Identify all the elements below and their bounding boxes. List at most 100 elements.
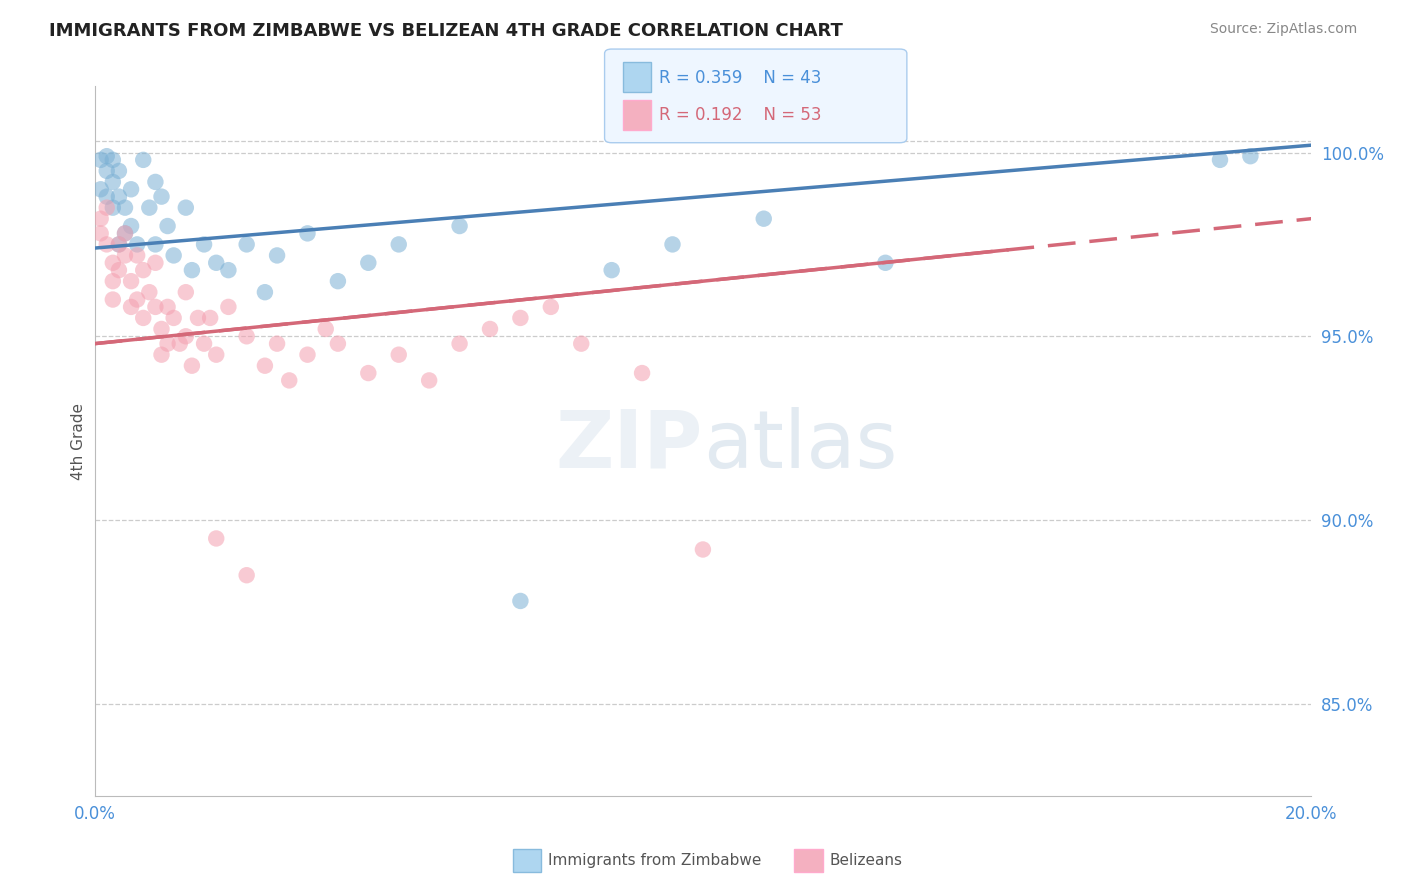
Point [163,248,186,262]
Point [315,322,337,336]
Point [138,201,160,215]
Point [600,263,623,277]
Point [174,329,197,343]
Point [132,310,155,325]
Point [253,359,276,373]
Text: ZIP: ZIP [555,407,703,485]
Point [150,322,173,336]
Point [217,263,239,277]
Point [509,310,531,325]
Point [449,336,471,351]
Text: R = 0.359    N = 43: R = 0.359 N = 43 [659,69,821,87]
Point [180,359,202,373]
Point [235,237,257,252]
Point [326,336,349,351]
Point [180,263,202,277]
Point [235,568,257,582]
Point [120,219,142,233]
Point [90,211,112,226]
Point [1209,153,1232,167]
Point [569,336,592,351]
Point [174,285,197,300]
Point [1239,149,1261,163]
Point [120,300,142,314]
Point [540,300,562,314]
Point [156,219,179,233]
Point [187,310,209,325]
Point [752,211,775,226]
Point [132,153,155,167]
Point [101,201,124,215]
Point [266,336,288,351]
Point [357,366,380,380]
Point [198,310,221,325]
Point [101,256,124,270]
Point [631,366,654,380]
Point [90,153,112,167]
Point [418,373,440,387]
Point [101,293,124,307]
Point [138,285,160,300]
Point [253,285,276,300]
Point [205,256,228,270]
Point [357,256,380,270]
Point [101,274,124,288]
Point [90,182,112,196]
Point [96,201,118,215]
Point [205,348,228,362]
Point [326,274,349,288]
Point [114,227,136,241]
Point [145,256,167,270]
Point [479,322,502,336]
Point [120,274,142,288]
Point [388,348,411,362]
Point [96,237,118,252]
Point [96,164,118,178]
Point [145,300,167,314]
Point [90,227,112,241]
Point [193,237,215,252]
Point [156,336,179,351]
Point [278,373,301,387]
Point [150,348,173,362]
Point [96,149,118,163]
Text: atlas: atlas [703,407,897,485]
Point [174,201,197,215]
Text: Source: ZipAtlas.com: Source: ZipAtlas.com [1209,22,1357,37]
Point [132,263,155,277]
Point [169,336,191,351]
Point [108,237,131,252]
Point [205,532,228,546]
Point [101,175,124,189]
Point [217,300,239,314]
Point [150,189,173,203]
Point [145,237,167,252]
Y-axis label: 4th Grade: 4th Grade [72,402,86,480]
Point [692,542,714,557]
Point [101,153,124,167]
Point [449,219,471,233]
Point [266,248,288,262]
Point [114,227,136,241]
Point [145,175,167,189]
Point [661,237,683,252]
Point [875,256,897,270]
Point [193,336,215,351]
Point [96,189,118,203]
Point [127,248,149,262]
Text: IMMIGRANTS FROM ZIMBABWE VS BELIZEAN 4TH GRADE CORRELATION CHART: IMMIGRANTS FROM ZIMBABWE VS BELIZEAN 4TH… [49,22,844,40]
Point [120,182,142,196]
Point [235,329,257,343]
Point [114,201,136,215]
Text: R = 0.192    N = 53: R = 0.192 N = 53 [659,105,823,123]
Point [127,237,149,252]
Point [108,189,131,203]
Point [388,237,411,252]
Point [509,594,531,608]
Point [108,263,131,277]
Point [108,164,131,178]
Point [297,348,319,362]
Point [108,237,131,252]
Point [297,227,319,241]
Point [156,300,179,314]
